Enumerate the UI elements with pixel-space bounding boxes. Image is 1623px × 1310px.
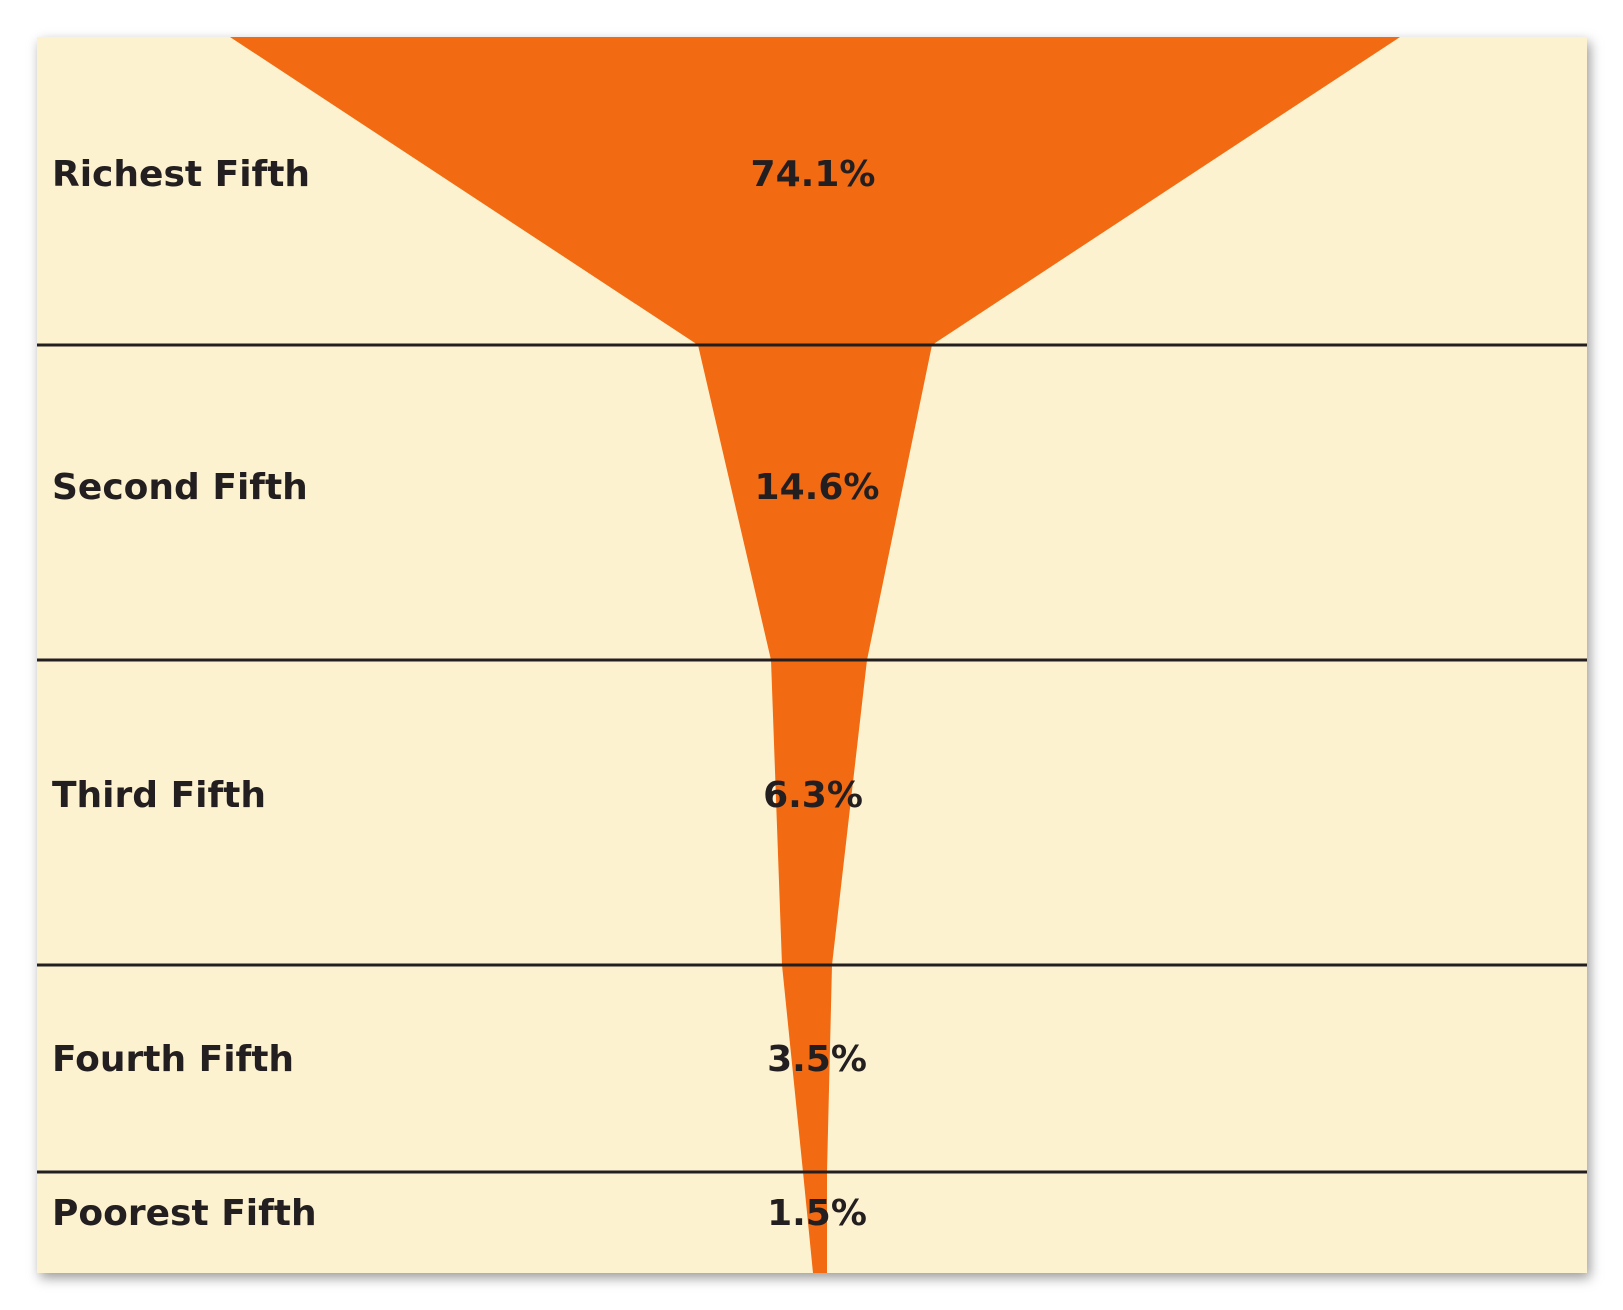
value-label-third: 6.3% [763, 775, 863, 816]
funnel-segment-third [771, 660, 867, 965]
category-label-poorest: Poorest Fifth [52, 1193, 317, 1234]
value-label-poorest: 1.5% [767, 1193, 867, 1234]
category-label-second: Second Fifth [52, 467, 308, 508]
row-labels: Richest Fifth 74.1% Second Fifth 14.6% Third… [52, 154, 879, 1234]
category-label-fourth: Fourth Fifth [52, 1039, 294, 1080]
value-label-second: 14.6% [755, 467, 880, 508]
row-dividers [37, 343, 1587, 1174]
funnel-segment-fourth [782, 965, 832, 1172]
funnel-shape [230, 37, 1400, 1273]
funnel-segment-poorest [803, 1172, 827, 1273]
value-label-richest: 74.1% [751, 154, 876, 195]
category-label-richest: Richest Fifth [52, 154, 310, 195]
funnel-segment-richest [230, 37, 1400, 345]
category-label-third: Third Fifth [52, 775, 266, 816]
value-label-fourth: 3.5% [767, 1039, 867, 1080]
funnel-segment-second [698, 345, 932, 660]
